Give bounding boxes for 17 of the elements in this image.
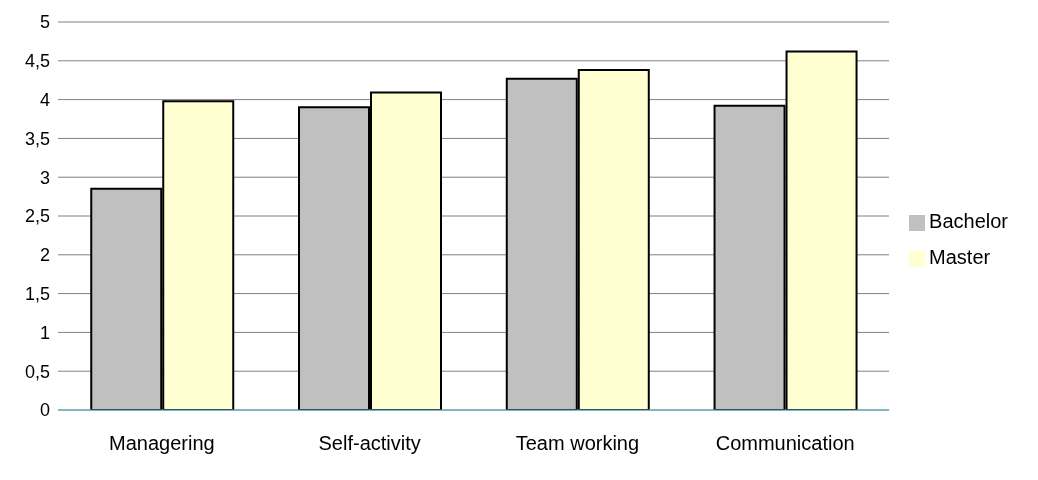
y-tick-label: 4	[39, 89, 50, 110]
y-tick-label: 0	[39, 400, 50, 421]
y-tick-label: 2,5	[24, 206, 50, 227]
legend-label: Master	[929, 246, 991, 268]
y-tick-label: 1	[39, 322, 50, 343]
y-tick-label: 3	[39, 167, 50, 188]
legend-label: Bachelor	[929, 210, 1008, 232]
y-tick-label: 5	[39, 12, 50, 33]
x-tick-label: Team working	[515, 432, 640, 455]
x-tick-label: Managering	[109, 432, 215, 455]
x-tick-label: Communication	[715, 432, 855, 455]
y-tick-label: 4,5	[24, 51, 50, 72]
y-tick-label: 2	[39, 245, 50, 266]
y-tick-label: 0,5	[24, 361, 50, 382]
x-tick-label: Self-activity	[318, 432, 421, 455]
y-tick-label: 1,5	[24, 283, 50, 304]
y-tick-label: 3,5	[24, 128, 50, 149]
